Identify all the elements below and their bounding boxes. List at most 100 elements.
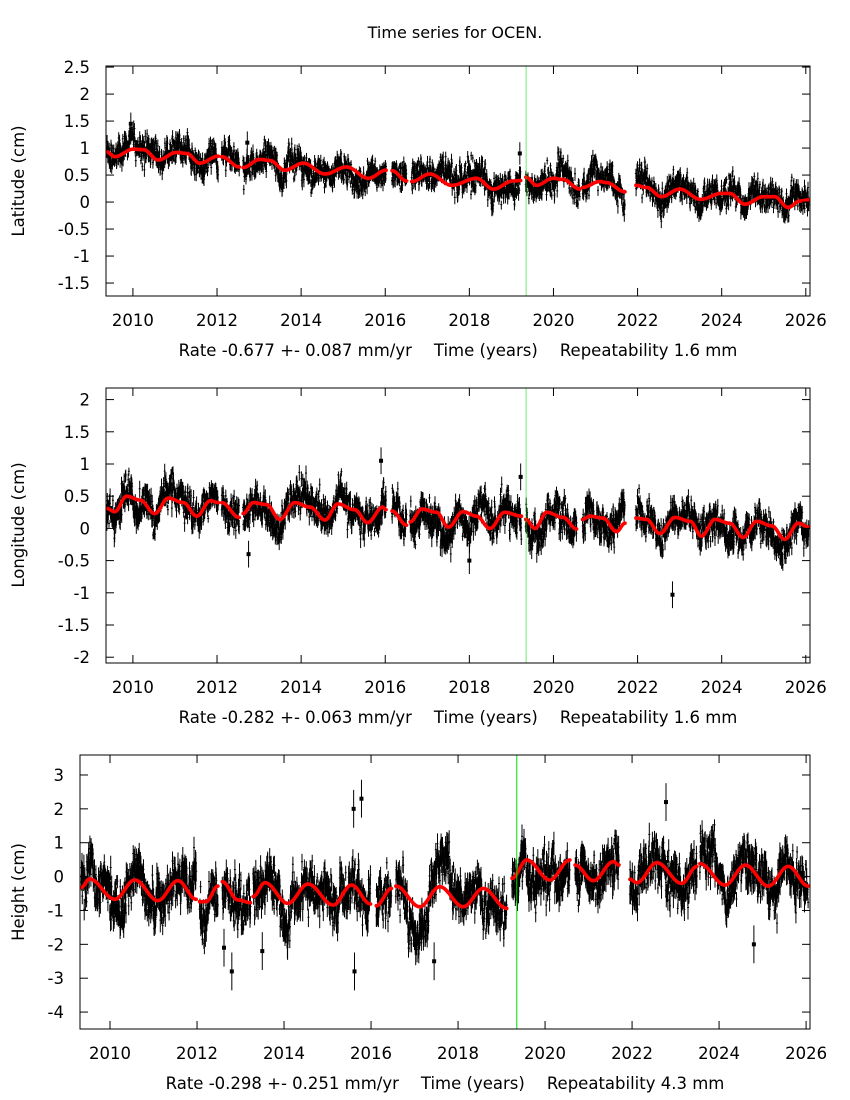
- data-point: [342, 176, 345, 184]
- data-point: [283, 176, 285, 189]
- data-point: [753, 172, 756, 182]
- data-point: [166, 136, 169, 151]
- data-point: [190, 489, 193, 504]
- data-point: [470, 151, 473, 161]
- data-point: [696, 188, 699, 196]
- data-point: [553, 516, 556, 531]
- data-point: [487, 497, 490, 511]
- data-point: [509, 528, 511, 542]
- plot-area: [106, 112, 810, 229]
- data-point: [434, 496, 436, 512]
- fit-curve: [634, 183, 810, 210]
- data-point: [317, 171, 320, 186]
- data-point: [151, 494, 154, 510]
- data-point: [228, 522, 231, 532]
- data-point: [513, 192, 516, 207]
- data-point: [334, 511, 337, 522]
- data-point: [616, 199, 619, 214]
- data-point: [171, 130, 174, 145]
- data-point: [582, 192, 585, 201]
- data-point: [561, 525, 564, 540]
- data-point: [359, 530, 362, 549]
- data-point: [557, 147, 560, 158]
- data-point: [264, 139, 267, 154]
- data-point: [429, 155, 431, 164]
- data-point: [549, 162, 552, 171]
- data-point: [184, 135, 187, 147]
- x-tick-label: 2022: [617, 311, 659, 330]
- data-point: [489, 179, 492, 187]
- data-point: [326, 500, 329, 512]
- data-point: [183, 515, 186, 532]
- data-point: [391, 484, 394, 494]
- data-point: [785, 188, 788, 200]
- data-point: [299, 485, 301, 497]
- data-point: [564, 495, 567, 503]
- data-point: [340, 468, 343, 476]
- data-point: [425, 499, 428, 510]
- data-point: [134, 155, 137, 167]
- data-point: [428, 493, 431, 503]
- data-point: [371, 154, 374, 167]
- data-point: [385, 494, 387, 508]
- data-point: [729, 173, 732, 187]
- fit-curve: [106, 147, 221, 165]
- data-point: [400, 162, 403, 176]
- data-point: [597, 507, 600, 515]
- y-tick-label: 0.5: [64, 166, 90, 185]
- data-point: [461, 532, 464, 541]
- data-point: [248, 523, 251, 532]
- data-point: [556, 185, 559, 198]
- data-point: [366, 180, 369, 195]
- data-point: [337, 471, 340, 480]
- plot-frame: [105, 65, 811, 297]
- data-point: [280, 170, 283, 183]
- data-point: [572, 194, 575, 205]
- fit-curve: [241, 157, 388, 181]
- data-point: [720, 179, 723, 194]
- y-tick-label: 1: [80, 139, 91, 158]
- data-point: [403, 532, 405, 547]
- data-point: [470, 190, 472, 200]
- y-tick-label: 0: [80, 193, 91, 212]
- data-point: [233, 489, 236, 505]
- data-point: [472, 524, 475, 541]
- data-point: [423, 497, 426, 508]
- data-point: [641, 193, 644, 204]
- data-point: [401, 180, 404, 191]
- panel-latitude: Latitude (cm) Rate -0.677 +- 0.087 mm/yr…: [9, 58, 827, 360]
- data-point: [314, 160, 317, 169]
- data-point: [484, 159, 487, 170]
- data-point: [298, 465, 301, 481]
- data-point: [756, 172, 759, 187]
- data-point: [584, 526, 587, 541]
- data-point: [453, 168, 456, 177]
- data-point: [499, 487, 502, 503]
- data-point: [301, 176, 304, 191]
- data-point: [310, 169, 313, 179]
- data-point: [262, 165, 265, 174]
- x-tick-label: 2016: [364, 311, 406, 330]
- outlier-point: [517, 151, 522, 156]
- data-point: [409, 495, 412, 508]
- data-point: [238, 520, 241, 535]
- data-point: [471, 154, 474, 163]
- data-point: [195, 169, 198, 182]
- data-point: [209, 501, 212, 510]
- data-point: [656, 204, 659, 218]
- data-point: [200, 514, 203, 530]
- data-point: [155, 139, 158, 149]
- data-point: [771, 177, 774, 187]
- data-point: [186, 483, 189, 494]
- data-point: [725, 176, 728, 184]
- repeatability-text: Repeatability 1.6 mm: [560, 708, 738, 727]
- data-point: [247, 155, 250, 164]
- data-point: [574, 167, 576, 181]
- data-point: [679, 167, 682, 180]
- data-point: [178, 504, 181, 515]
- data-point: [274, 169, 277, 182]
- data-point: [349, 490, 352, 508]
- data-point: [650, 177, 653, 186]
- data-point: [331, 183, 334, 193]
- data-point: [562, 154, 565, 163]
